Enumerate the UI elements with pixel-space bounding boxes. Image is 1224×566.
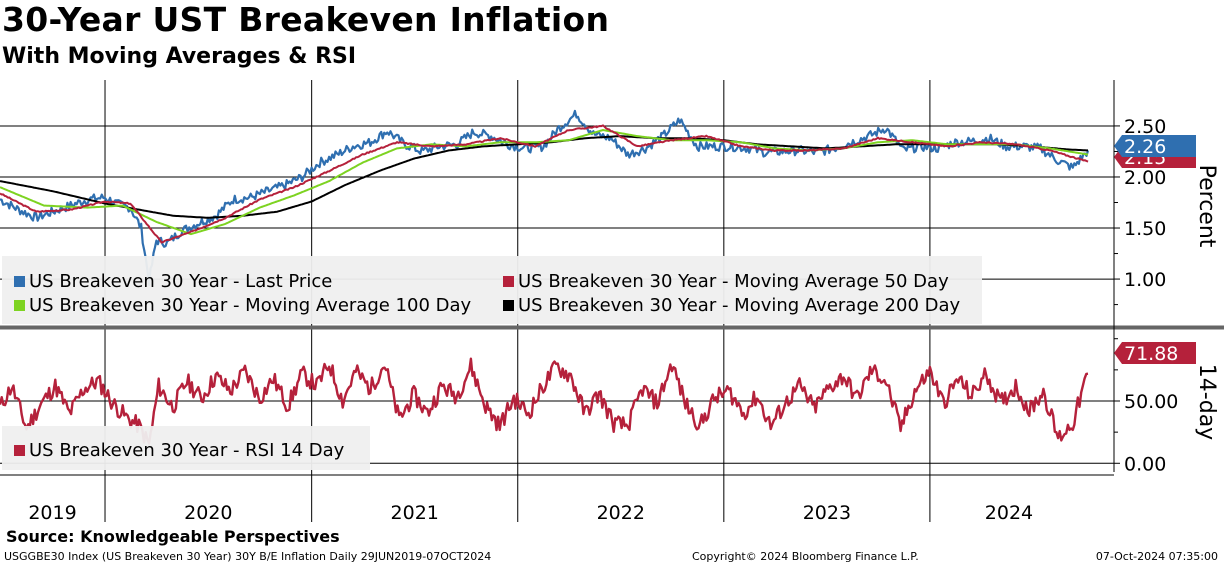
x-tick-label: 2024 — [985, 502, 1033, 524]
rsi-legend: US Breakeven 30 Year - RSI 14 Day — [2, 426, 370, 470]
rsi-line — [0, 357, 1089, 445]
legend-label: US Breakeven 30 Year - RSI 14 Day — [29, 440, 345, 461]
last-price-badge-bg — [1114, 135, 1196, 157]
legend-label: US Breakeven 30 Year - Moving Average 50… — [518, 271, 949, 292]
legend-swatch — [503, 276, 514, 287]
legend-swatch — [503, 300, 514, 311]
ma50-line — [0, 124, 1089, 244]
y-tick-label: 2.00 — [1124, 167, 1166, 189]
y-tick-label: 50.00 — [1124, 391, 1178, 413]
legend-box — [2, 256, 982, 324]
legend-swatch — [14, 276, 25, 287]
legend-swatch — [14, 445, 25, 456]
legend-label: US Breakeven 30 Year - Moving Average 20… — [518, 295, 961, 316]
panel-divider — [0, 325, 1224, 330]
legend-swatch — [14, 300, 25, 311]
price-y-axis: 2.50 2.00 1.50 1.00 Percent — [1114, 116, 1219, 306]
rsi-last-badge-bg — [1114, 342, 1196, 364]
chart-title: 30-Year UST Breakeven Inflation — [2, 0, 610, 39]
x-tick-label: 2023 — [803, 502, 851, 524]
price-legend: US Breakeven 30 Year - Last Price US Brea… — [2, 256, 982, 324]
y-tick-label: 1.00 — [1124, 269, 1166, 291]
y-axis-label: 14-day — [1194, 364, 1219, 440]
x-tick-label: 2021 — [391, 502, 439, 524]
legend-label: US Breakeven 30 Year - Last Price — [29, 271, 332, 292]
rsi-y-axis: 50.00 0.00 14-day — [1114, 338, 1219, 475]
price-series-lines — [0, 109, 1090, 286]
x-tick-label: 2022 — [597, 502, 645, 524]
y-tick-label: 2.50 — [1124, 116, 1166, 138]
ticker-info: USGGBE30 Index (US Breakeven 30 Year) 30… — [4, 550, 492, 563]
legend-label: US Breakeven 30 Year - Moving Average 10… — [29, 295, 472, 316]
last-price-badge: 2.26 — [1124, 136, 1166, 158]
x-axis: 2019 2020 2021 2022 2023 2024 — [28, 502, 1033, 524]
rsi-series-line — [0, 357, 1089, 445]
legend-box — [2, 426, 370, 470]
rsi-last-badge: 71.88 — [1124, 343, 1178, 365]
copyright-note: Copyright© 2024 Bloomberg Finance L.P. — [692, 550, 919, 563]
y-axis-label: Percent — [1194, 165, 1219, 248]
source-note: Source: Knowledgeable Perspectives — [6, 527, 340, 546]
chart-subtitle: With Moving Averages & RSI — [2, 44, 357, 69]
y-tick-label: 0.00 — [1124, 453, 1166, 475]
x-tick-label: 2019 — [28, 502, 76, 524]
x-tick-label: 2020 — [184, 502, 232, 524]
y-tick-label: 1.50 — [1124, 218, 1166, 240]
timestamp: 07-Oct-2024 07:35:00 — [1095, 550, 1218, 563]
